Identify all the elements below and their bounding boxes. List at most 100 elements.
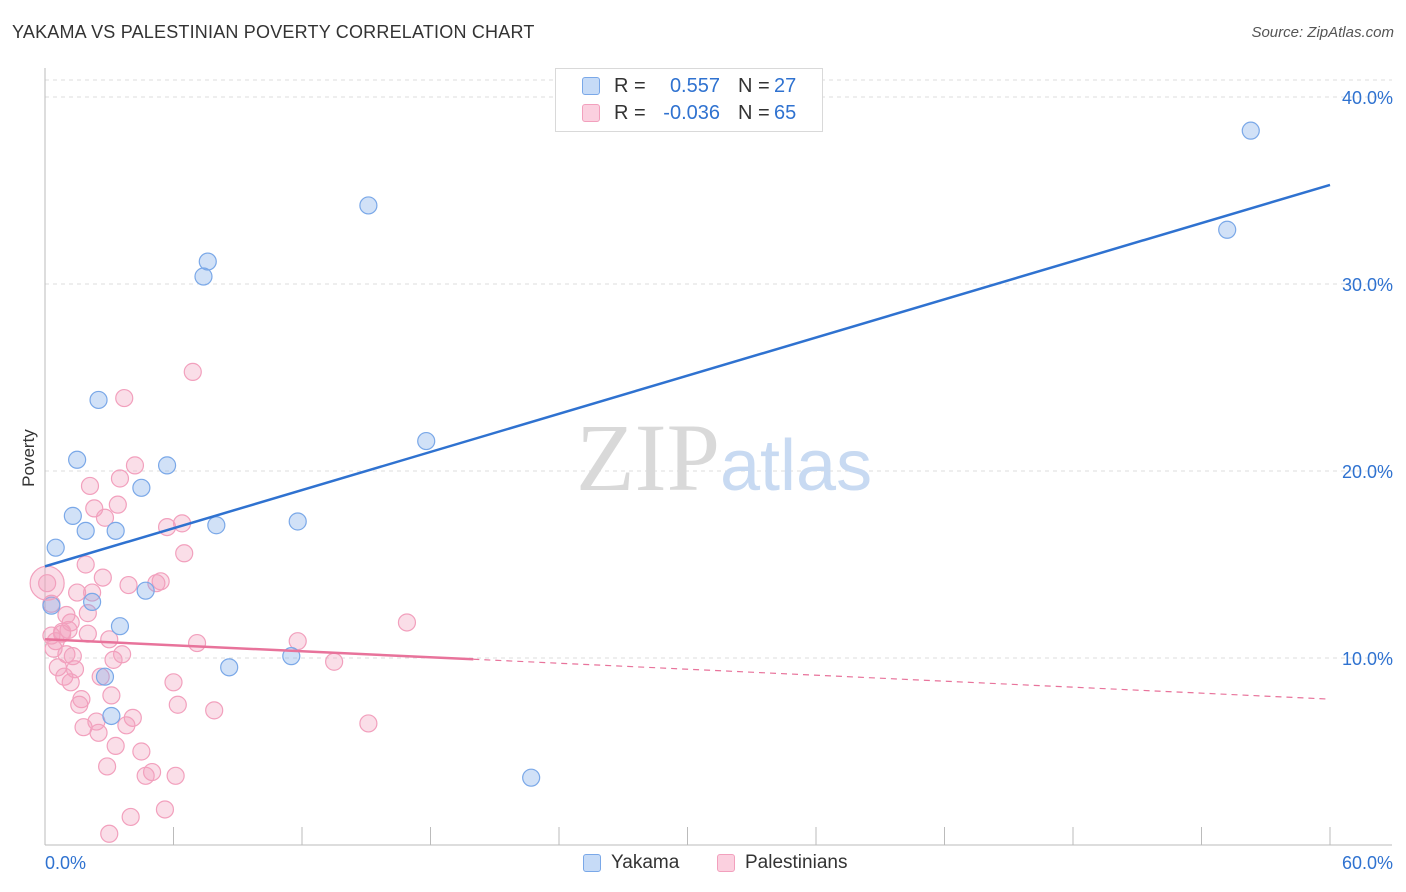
point-palestinians	[115, 388, 134, 408]
bottom-legend-label: Yakama	[611, 852, 680, 873]
point-palestinians-large	[29, 565, 65, 601]
trend-line-dashed-palestinians	[473, 658, 1331, 700]
legend-box: R = 0.557 N = 27 R = -0.036 N = 65	[555, 68, 823, 132]
legend-swatch-palestinians	[582, 104, 600, 122]
point-yakama	[42, 596, 61, 615]
legend-row-palestinians: R = -0.036 N = 65	[582, 100, 796, 126]
point-yakama	[194, 267, 213, 286]
legend-n-label: N =	[738, 101, 770, 124]
point-palestinians	[59, 620, 78, 640]
point-yakama	[220, 658, 239, 677]
point-yakama	[95, 667, 115, 686]
point-palestinians	[78, 604, 97, 623]
point-yakama	[102, 706, 121, 726]
point-palestinians	[121, 807, 140, 827]
point-palestinians	[89, 723, 108, 742]
tick-labels: 10.0% 20.0% 30.0% 40.0% 0.0% 60.0%	[45, 88, 1393, 873]
point-palestinians	[359, 714, 378, 733]
point-palestinians	[168, 695, 187, 714]
point-yakama	[110, 617, 130, 636]
point-palestinians	[123, 708, 142, 727]
bottom-legend-palestinians: Palestinians	[717, 852, 847, 874]
y-tick-label: 20.0%	[1342, 462, 1393, 482]
point-palestinians	[65, 660, 85, 679]
point-palestinians	[132, 742, 151, 761]
point-palestinians	[117, 716, 136, 735]
point-palestinians	[112, 645, 132, 664]
point-palestinians	[151, 572, 170, 591]
point-palestinians	[106, 736, 125, 755]
point-palestinians	[125, 456, 145, 475]
legend-swatch-yakama	[582, 77, 600, 95]
trend-line-yakama	[44, 183, 1331, 568]
y-tick-label: 10.0%	[1342, 649, 1393, 669]
point-palestinians	[187, 633, 207, 653]
point-palestinians	[57, 645, 76, 664]
point-yakama	[522, 768, 541, 787]
point-palestinians	[110, 469, 130, 488]
point-yakama	[1241, 121, 1260, 140]
x-tick-label-max: 60.0%	[1342, 853, 1393, 873]
chart-source: Source: ZipAtlas.com	[1251, 24, 1394, 41]
point-palestinians	[80, 476, 100, 496]
x-tick-label-min: 0.0%	[45, 853, 86, 873]
point-yakama	[359, 196, 378, 215]
point-palestinians	[53, 622, 72, 641]
point-palestinians	[325, 652, 344, 671]
point-palestinians	[91, 667, 110, 686]
point-yakama	[288, 512, 307, 531]
point-palestinians	[72, 690, 91, 709]
point-palestinians	[205, 701, 224, 720]
point-palestinians	[98, 757, 117, 776]
y-axis-label: Poverty	[19, 429, 38, 487]
chart-title: YAKAMA VS PALESTINIAN POVERTY CORRELATIO…	[12, 22, 535, 42]
legend-r-value: -0.036	[663, 101, 720, 124]
point-yakama	[106, 521, 125, 540]
legend-n-value: 65	[774, 101, 797, 124]
point-palestinians	[93, 568, 112, 587]
point-yakama	[68, 450, 87, 469]
point-palestinians	[142, 762, 162, 782]
legend-n-value: 27	[774, 74, 797, 97]
point-palestinians	[108, 495, 127, 514]
trend-lines	[44, 183, 1331, 700]
point-palestinians	[119, 575, 138, 595]
point-palestinians	[164, 673, 183, 692]
point-palestinians	[183, 362, 202, 381]
point-yakama	[198, 252, 217, 271]
trend-line-palestinians	[44, 638, 474, 661]
legend-r-label: R =	[614, 74, 646, 97]
point-yakama	[89, 390, 108, 410]
point-yakama	[76, 521, 95, 540]
point-yakama	[207, 516, 226, 535]
point-palestinians	[175, 544, 194, 563]
legend-row-yakama: R = 0.557 N = 27	[582, 73, 796, 99]
point-yakama	[136, 581, 155, 600]
point-yakama	[417, 431, 436, 451]
point-palestinians	[95, 508, 115, 527]
bottom-legend: Yakama Palestinians	[0, 852, 1406, 878]
point-palestinians	[68, 583, 87, 602]
point-yakama	[132, 478, 151, 497]
bottom-legend-label: Palestinians	[745, 852, 848, 873]
point-palestinians	[397, 613, 417, 632]
point-palestinians	[166, 766, 185, 785]
bottom-legend-yakama: Yakama	[583, 852, 679, 874]
legend-r-label: R =	[614, 101, 646, 124]
point-palestinians	[155, 800, 175, 819]
bottom-legend-swatch-palestinians	[717, 854, 735, 872]
point-yakama	[63, 506, 82, 525]
point-yakama	[83, 592, 102, 612]
bottom-legend-swatch-yakama	[583, 854, 601, 872]
y-tick-label: 40.0%	[1342, 88, 1393, 108]
point-palestinians	[288, 632, 307, 651]
point-palestinians	[38, 574, 57, 593]
point-palestinians	[102, 686, 121, 705]
legend-n-label: N =	[738, 74, 770, 97]
watermark-zip: ZIP	[576, 404, 720, 511]
point-palestinians	[76, 555, 95, 574]
point-yakama	[157, 456, 177, 475]
point-palestinians	[83, 583, 102, 602]
legend-r-value: 0.557	[669, 74, 720, 97]
